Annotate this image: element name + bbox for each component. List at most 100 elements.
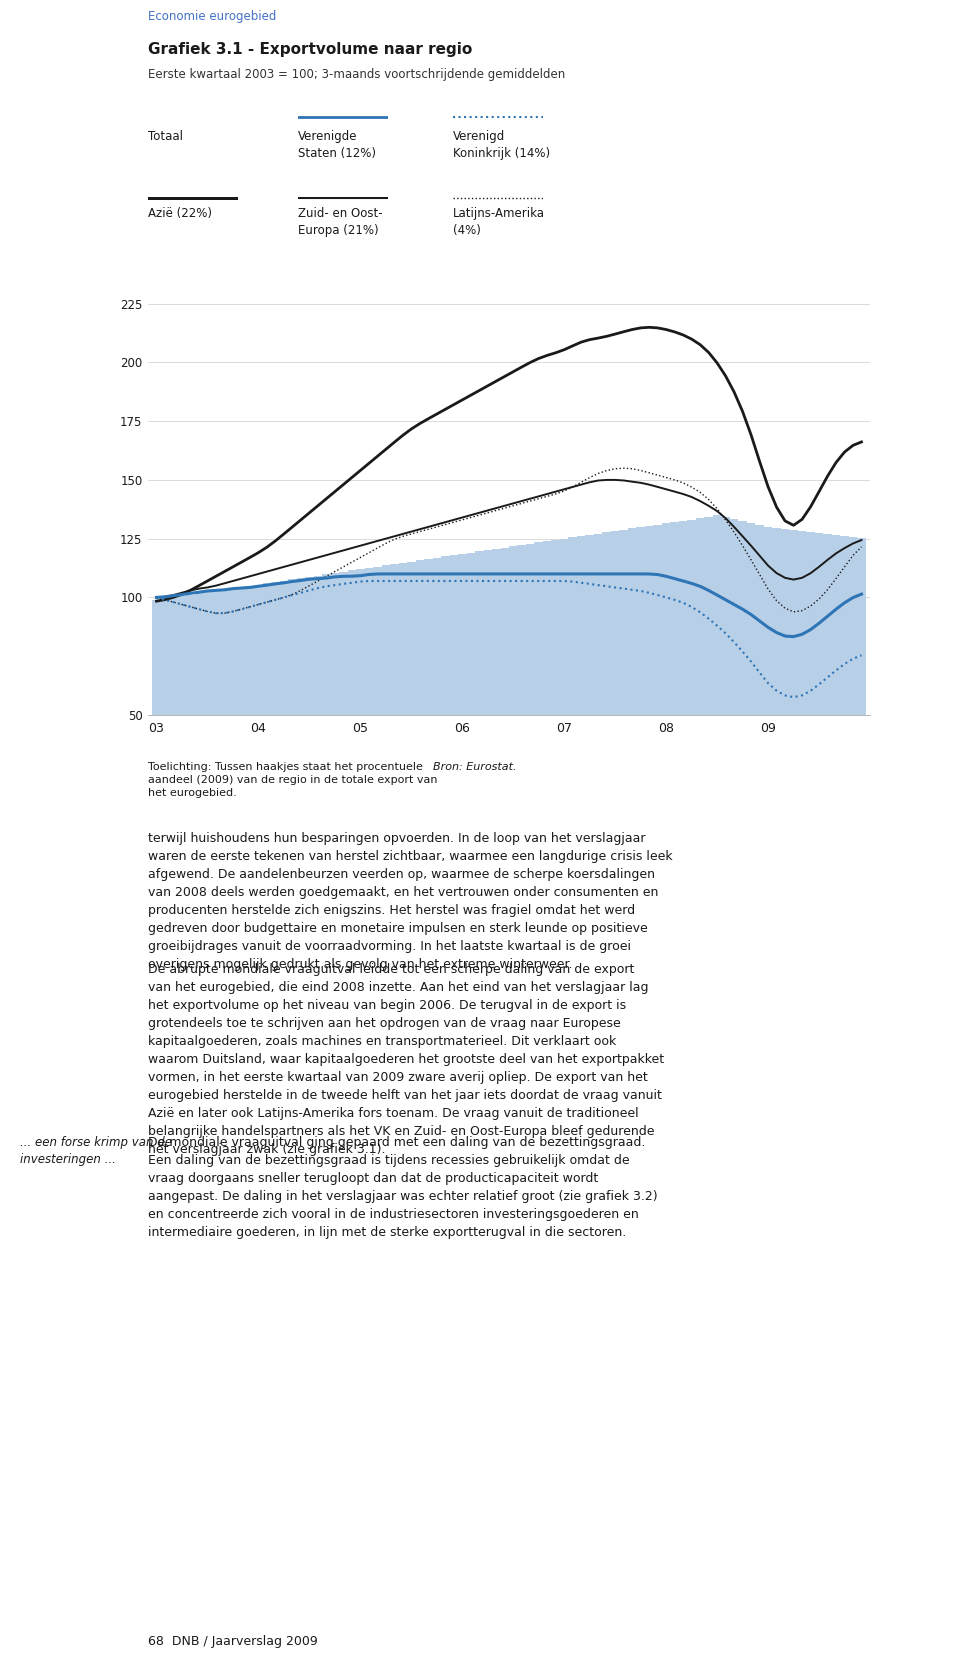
Bar [840, 536, 849, 833]
Bar [220, 590, 228, 833]
Text: Verenigde
Staten (12%): Verenigde Staten (12%) [298, 131, 376, 160]
Bar [560, 539, 568, 833]
Bar [645, 526, 654, 833]
Text: Bron: Eurostat.: Bron: Eurostat. [433, 762, 516, 772]
Bar [330, 574, 339, 833]
Bar [849, 537, 857, 833]
Bar [458, 554, 467, 833]
Bar [705, 517, 713, 833]
Bar [772, 527, 780, 833]
Bar [619, 529, 628, 833]
Bar [169, 597, 178, 833]
Bar [246, 585, 254, 833]
Bar [738, 521, 747, 833]
Bar [687, 519, 696, 833]
Bar [603, 532, 611, 833]
Bar [279, 580, 288, 833]
Bar [271, 582, 279, 833]
Text: 68  DNB / Jaarverslag 2009: 68 DNB / Jaarverslag 2009 [148, 1635, 318, 1648]
Bar [509, 545, 517, 833]
Bar [492, 549, 500, 833]
Bar [789, 531, 798, 833]
Bar [764, 527, 772, 833]
Text: De abrupte mondiale vraaguitval leidde tot een scherpe daling van de export
van : De abrupte mondiale vraaguitval leidde t… [148, 962, 664, 1155]
Bar [747, 522, 756, 833]
Text: Verenigd
Koninkrijk (14%): Verenigd Koninkrijk (14%) [453, 131, 550, 160]
Bar [323, 574, 330, 833]
Bar [339, 572, 348, 833]
Bar [535, 542, 543, 833]
Bar [373, 567, 381, 833]
Bar [815, 532, 824, 833]
Bar [160, 598, 169, 833]
Bar [568, 537, 577, 833]
Text: Grafiek 3.1 - Exportvolume naar regio: Grafiek 3.1 - Exportvolume naar regio [148, 41, 472, 56]
Bar [348, 570, 356, 833]
Bar [679, 521, 687, 833]
Text: Toelichting: Tussen haakjes staat het procentuele
aandeel (2009) van de regio in: Toelichting: Tussen haakjes staat het pr… [148, 762, 438, 798]
Bar [305, 577, 314, 833]
Bar [586, 536, 594, 833]
Bar [484, 550, 492, 833]
Bar [798, 531, 806, 833]
Text: Zuid- en Oost-
Europa (21%): Zuid- en Oost- Europa (21%) [298, 207, 383, 236]
Text: Azië (22%): Azië (22%) [148, 207, 212, 220]
Bar [407, 562, 416, 833]
Bar [228, 588, 237, 833]
Bar [467, 552, 475, 833]
Text: De mondiale vraaguitval ging gepaard met een daling van de bezettingsgraad.
Een : De mondiale vraaguitval ging gepaard met… [148, 1136, 658, 1240]
Bar [212, 590, 220, 833]
Bar [670, 522, 679, 833]
Bar [628, 529, 636, 833]
Bar [237, 587, 246, 833]
Bar [433, 557, 441, 833]
Bar [204, 592, 212, 833]
Bar [416, 560, 424, 833]
Text: ... een forse krimp van de
investeringen ...: ... een forse krimp van de investeringen… [20, 1136, 172, 1165]
Bar [806, 532, 815, 833]
Bar [543, 541, 551, 833]
Bar [526, 544, 535, 833]
Bar [390, 564, 398, 833]
Bar [263, 584, 271, 833]
Bar [730, 519, 738, 833]
Bar [780, 529, 789, 833]
Bar [297, 579, 305, 833]
Bar [636, 527, 645, 833]
Text: Economie eurogebied: Economie eurogebied [148, 10, 276, 23]
Text: Totaal: Totaal [148, 131, 183, 144]
Bar [721, 517, 730, 833]
Bar [551, 541, 560, 833]
Bar [195, 593, 204, 833]
Bar [424, 559, 433, 833]
Bar [517, 545, 526, 833]
Bar [254, 585, 263, 833]
Bar [577, 536, 586, 833]
Bar [594, 534, 603, 833]
Bar [611, 531, 619, 833]
Bar [831, 534, 840, 833]
Bar [441, 557, 449, 833]
Bar [654, 524, 661, 833]
Bar [661, 524, 670, 833]
Bar [713, 516, 721, 833]
Bar [314, 575, 323, 833]
Bar [288, 580, 297, 833]
Bar [449, 555, 458, 833]
Bar [500, 547, 509, 833]
Bar [356, 569, 365, 833]
Bar [186, 595, 195, 833]
Bar [178, 597, 186, 833]
Bar [857, 537, 866, 833]
Bar [756, 526, 764, 833]
Text: terwijl huishoudens hun besparingen opvoerden. In de loop van het verslagjaar
wa: terwijl huishoudens hun besparingen opvo… [148, 831, 673, 970]
Text: Latijns-Amerika
(4%): Latijns-Amerika (4%) [453, 207, 545, 236]
Bar [153, 600, 160, 833]
Bar [696, 519, 705, 833]
Bar [365, 569, 373, 833]
Bar [381, 565, 390, 833]
Bar [398, 564, 407, 833]
Bar [475, 552, 484, 833]
Text: Eerste kwartaal 2003 = 100; 3-maands voortschrijdende gemiddelden: Eerste kwartaal 2003 = 100; 3-maands voo… [148, 68, 565, 81]
Bar [824, 534, 831, 833]
